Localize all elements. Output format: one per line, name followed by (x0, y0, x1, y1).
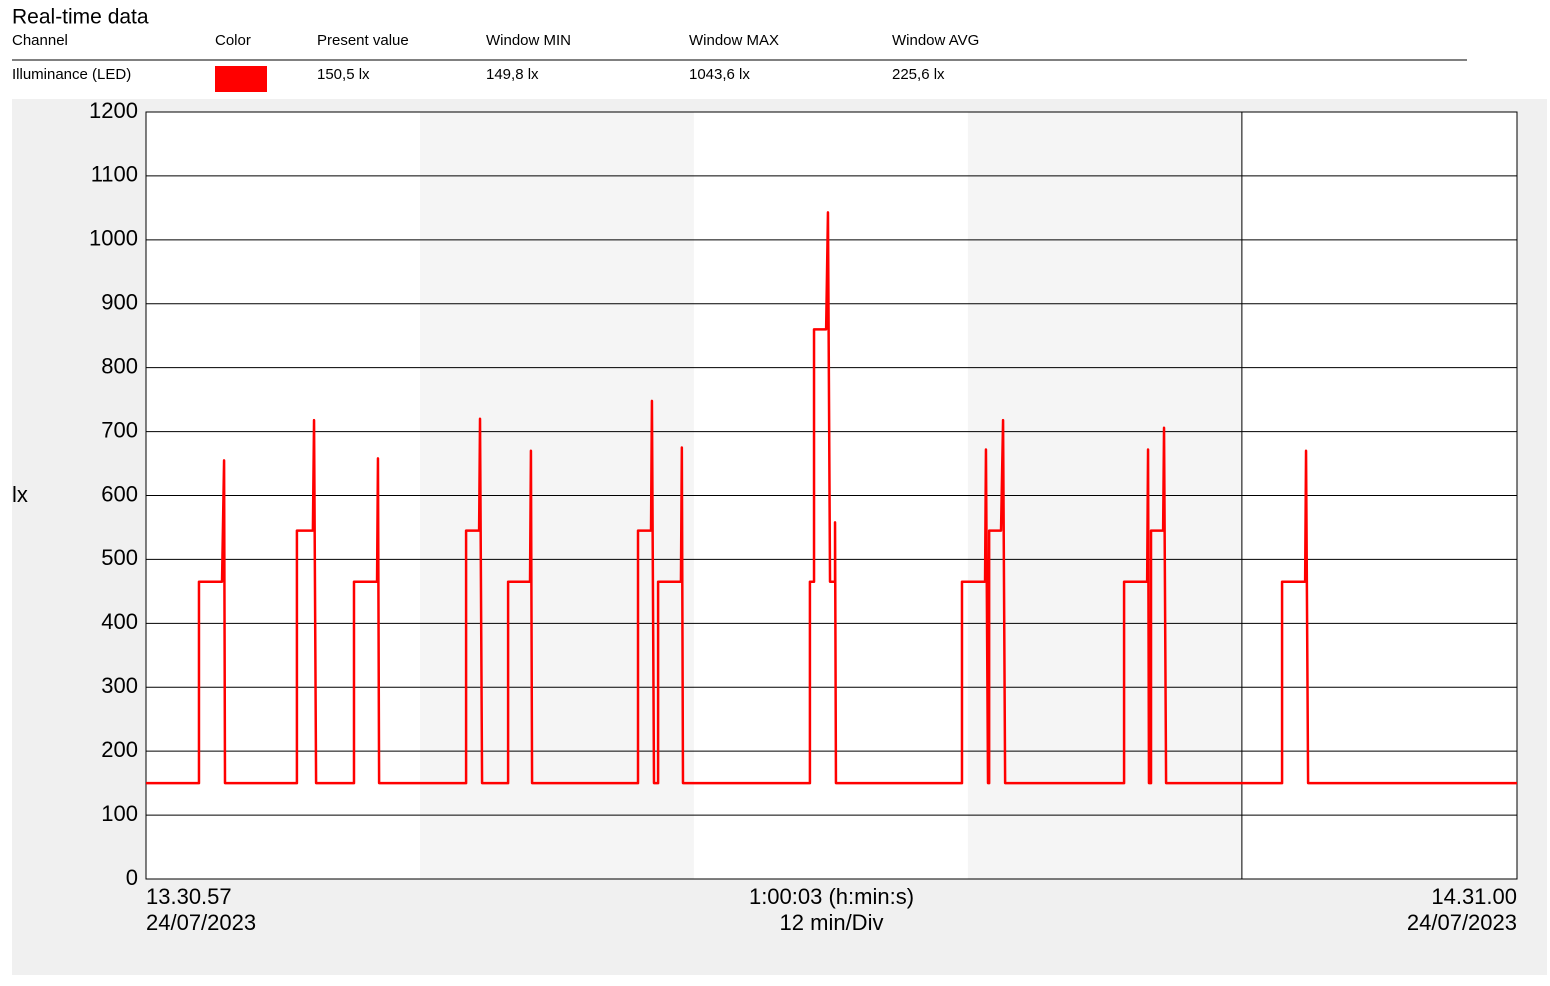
table-cell: 149,8 lx (486, 66, 539, 83)
x-span: 1:00:03 (h:min:s) (749, 884, 914, 909)
x-end-date: 24/07/2023 (1407, 910, 1517, 935)
column-header: Color (215, 32, 251, 49)
y-tick-label: 900 (101, 290, 138, 315)
column-header: Window MAX (689, 32, 779, 49)
y-tick-label: 500 (101, 545, 138, 570)
y-axis-label: lx (12, 482, 28, 507)
y-tick-label: 800 (101, 353, 138, 378)
y-tick-label: 1200 (89, 98, 138, 123)
y-tick-label: 300 (101, 673, 138, 698)
data-line (146, 211, 1517, 785)
x-division: 12 min/Div (780, 910, 884, 935)
color-swatch (215, 66, 267, 92)
column-header: Present value (317, 32, 409, 49)
table-cell: 150,5 lx (317, 66, 370, 83)
x-end-time: 14.31.00 (1431, 884, 1517, 909)
plot-border (145, 111, 1518, 880)
channel-name: Illuminance (LED) (12, 66, 131, 83)
column-header: Channel (12, 32, 68, 49)
x-start-time: 13.30.57 (146, 884, 232, 909)
chart-title: Real-time data (12, 6, 149, 29)
table-cell: 1043,6 lx (689, 66, 750, 83)
y-tick-label: 1100 (91, 162, 138, 187)
y-tick-label: 200 (101, 737, 138, 762)
column-header: Window AVG (892, 32, 979, 49)
y-tick-label: 400 (101, 609, 138, 634)
x-start-date: 24/07/2023 (146, 910, 256, 935)
y-tick-label: 1000 (89, 226, 138, 251)
y-tick-label: 700 (101, 417, 138, 442)
y-tick-label: 600 (101, 481, 138, 506)
column-header: Window MIN (486, 32, 571, 49)
y-tick-label: 0 (126, 865, 138, 890)
table-cell: 225,6 lx (892, 66, 945, 83)
y-tick-label: 100 (101, 801, 138, 826)
